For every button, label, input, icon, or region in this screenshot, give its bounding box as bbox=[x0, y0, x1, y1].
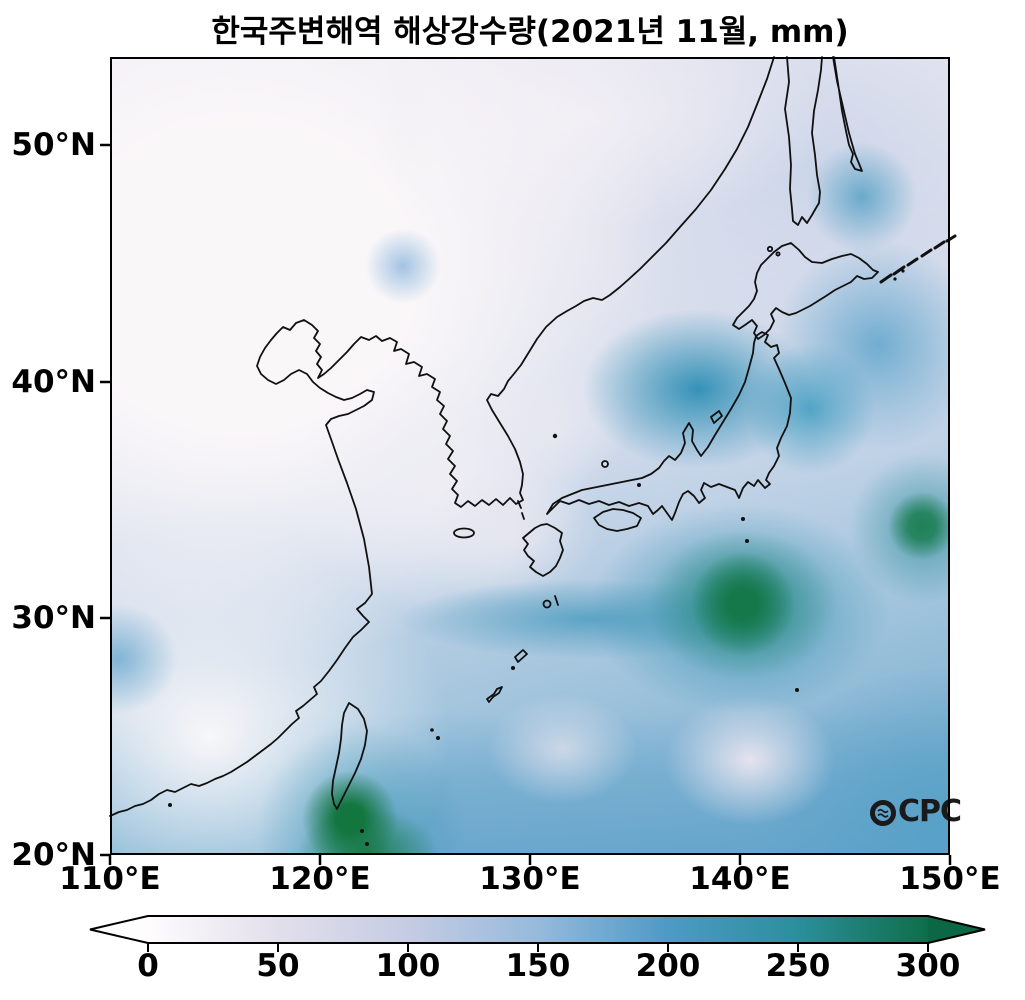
ocpc-logo-text: CPC bbox=[898, 794, 962, 829]
colorbar-ticks bbox=[147, 943, 929, 952]
lon-tick-label-110e: 110°E bbox=[59, 861, 161, 897]
lat-tick-label-50n: 50°N bbox=[11, 127, 96, 163]
island-dots bbox=[168, 269, 905, 846]
lat-tick-label-40n: 40°N bbox=[11, 364, 96, 400]
coastline-taiwan bbox=[331, 702, 368, 810]
coastline-mainland-asia bbox=[109, 56, 775, 817]
coastline-kyushu bbox=[522, 523, 564, 577]
coastlines-svg bbox=[100, 56, 957, 865]
coastline-honshu bbox=[546, 331, 792, 521]
island-oki bbox=[601, 460, 609, 468]
lat-tick-label-20n: 20°N bbox=[11, 837, 96, 873]
island-okinawa bbox=[486, 686, 503, 703]
island-yakushima bbox=[542, 599, 552, 609]
axis-ticks bbox=[100, 143, 952, 865]
lat-tick-label-30n: 30°N bbox=[11, 600, 96, 636]
ocpc-logo: CPC bbox=[868, 794, 962, 829]
colorbar-tick-label-100: 100 bbox=[375, 948, 441, 984]
lon-tick-label-120e: 120°E bbox=[269, 861, 371, 897]
coastline-sakhalin bbox=[784, 56, 823, 226]
colorbar-tick-label-0: 0 bbox=[137, 948, 159, 984]
island-sado bbox=[710, 410, 723, 424]
precipitation-field bbox=[110, 57, 950, 855]
island-jeju bbox=[453, 527, 475, 539]
coastline-sakhalin-east bbox=[832, 56, 863, 172]
island-amami bbox=[514, 649, 528, 663]
colorbar-tick-label-250: 250 bbox=[765, 948, 831, 984]
coastline-shikoku bbox=[593, 508, 642, 532]
island-tsushima bbox=[517, 500, 525, 520]
colorbar-tick-label-150: 150 bbox=[505, 948, 571, 984]
island-tanegashima bbox=[554, 595, 559, 606]
islands-kuril bbox=[879, 234, 957, 284]
colorbar-tick-label-300: 300 bbox=[895, 948, 961, 984]
lon-tick-label-140e: 140°E bbox=[689, 861, 791, 897]
island-rebun bbox=[775, 251, 781, 257]
map-title: 한국주변해역 해상강수량(2021년 11월, mm) bbox=[211, 14, 849, 50]
colorbar-tick-label-200: 200 bbox=[635, 948, 701, 984]
colorbar-tick-label-50: 50 bbox=[256, 948, 300, 984]
ocpc-logo-o-waves-icon bbox=[870, 800, 896, 826]
colorbar bbox=[89, 915, 986, 952]
lon-tick-label-130e: 130°E bbox=[479, 861, 581, 897]
lon-tick-label-150e: 150°E bbox=[899, 861, 1001, 897]
coastline-hokkaido bbox=[732, 242, 879, 340]
map-plot-area: CPC bbox=[100, 56, 962, 865]
colorbar-bar bbox=[89, 915, 986, 944]
island-rishiri bbox=[766, 245, 774, 253]
